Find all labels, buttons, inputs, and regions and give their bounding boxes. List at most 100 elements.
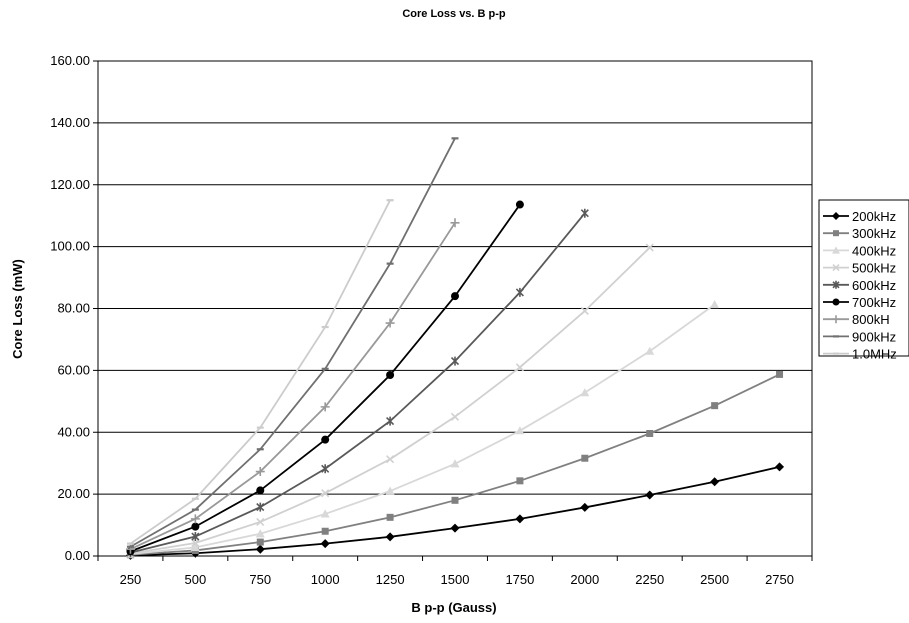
data-point bbox=[255, 467, 265, 477]
data-point bbox=[320, 509, 330, 518]
data-point bbox=[833, 230, 839, 237]
legend-label: 500kHz bbox=[852, 261, 896, 276]
legend-entry: 200kHz bbox=[823, 209, 896, 224]
series-200khz bbox=[125, 462, 785, 560]
data-point bbox=[386, 416, 395, 426]
data-point bbox=[255, 544, 265, 554]
legend-entry: 1.0MHz bbox=[823, 347, 897, 362]
data-point bbox=[191, 538, 200, 548]
legend-label: 200kHz bbox=[852, 209, 896, 224]
x-axis-ticks: 250 500 750 1000 1250 1500 1750 2000 2250 2500 275… bbox=[97, 556, 813, 587]
series-800kh bbox=[125, 218, 460, 554]
legend-label: 1.0MHz bbox=[852, 347, 897, 362]
data-point bbox=[515, 287, 524, 297]
legend-entry: 300kHz bbox=[823, 226, 896, 241]
data-point bbox=[385, 532, 395, 542]
x-tick-label: 250 bbox=[120, 572, 142, 587]
data-point bbox=[580, 388, 590, 397]
data-point bbox=[190, 514, 200, 524]
data-point bbox=[645, 346, 655, 355]
data-point bbox=[645, 490, 655, 500]
legend-entry: 800kH bbox=[823, 312, 890, 327]
y-tick-label: 100.00 bbox=[50, 239, 90, 254]
legend: 200kHz 300kHz 400kHz 500kHz 600kHz 700kHz 800k… bbox=[818, 199, 909, 362]
legend-label: 800kH bbox=[852, 312, 890, 327]
chart-title: Core Loss vs. B p-p bbox=[402, 8, 506, 20]
data-point bbox=[516, 477, 524, 485]
data-point bbox=[256, 486, 265, 495]
x-tick-label: 1750 bbox=[505, 572, 534, 587]
data-point bbox=[256, 538, 264, 546]
data-point bbox=[190, 542, 200, 551]
data-point bbox=[645, 243, 654, 252]
data-point bbox=[580, 502, 590, 512]
data-point bbox=[450, 523, 460, 533]
y-tick-label: 0.00 bbox=[65, 548, 90, 563]
y-tick-label: 120.00 bbox=[50, 177, 90, 192]
data-point bbox=[832, 246, 840, 254]
series-line bbox=[130, 303, 716, 556]
data-point bbox=[515, 514, 525, 524]
data-point bbox=[450, 356, 460, 366]
legend-box bbox=[818, 199, 909, 357]
data-point bbox=[580, 306, 589, 316]
data-point bbox=[515, 426, 525, 435]
data-point bbox=[776, 370, 784, 378]
series-900khz bbox=[126, 137, 459, 548]
data-point bbox=[450, 218, 460, 228]
legend-entry: 500kHz bbox=[823, 261, 896, 276]
legend-label: 600kHz bbox=[852, 278, 896, 293]
data-point bbox=[320, 539, 330, 549]
data-point bbox=[515, 363, 524, 372]
data-point bbox=[451, 292, 459, 301]
legend-entry: 400kHz bbox=[823, 243, 896, 258]
series-600khz bbox=[126, 208, 589, 558]
series-400khz bbox=[125, 299, 720, 558]
x-axis-title: B p-p (Gauss) bbox=[411, 600, 496, 615]
data-point bbox=[256, 502, 265, 512]
data-point bbox=[450, 412, 460, 421]
data-point bbox=[832, 298, 840, 306]
y-tick-label: 20.00 bbox=[57, 486, 90, 501]
data-point bbox=[321, 527, 329, 535]
data-point bbox=[191, 522, 200, 531]
y-axis-ticks: 0.00 20.00 40.00 60.00 80.00 100.00 120.00 140.… bbox=[50, 53, 98, 563]
data-point bbox=[710, 477, 720, 487]
data-point bbox=[451, 496, 459, 504]
data-point bbox=[256, 517, 265, 527]
data-point bbox=[450, 459, 460, 468]
data-point bbox=[711, 402, 719, 410]
x-tick-label: 1250 bbox=[376, 572, 405, 587]
y-tick-label: 60.00 bbox=[57, 362, 90, 377]
series-group bbox=[125, 137, 785, 560]
data-point bbox=[321, 464, 330, 474]
x-tick-label: 1500 bbox=[441, 572, 470, 587]
data-point bbox=[832, 280, 840, 289]
data-point bbox=[581, 454, 589, 462]
y-tick-label: 160.00 bbox=[50, 53, 90, 68]
x-tick-label: 2750 bbox=[765, 572, 794, 587]
data-point bbox=[321, 489, 330, 498]
legend-label: 900kHz bbox=[852, 329, 896, 344]
x-tick-label: 1000 bbox=[311, 572, 340, 587]
data-point bbox=[320, 402, 330, 412]
legend-entry: 600kHz bbox=[823, 278, 896, 293]
data-point bbox=[321, 435, 330, 444]
series-1-0mhz bbox=[126, 199, 394, 545]
data-point bbox=[580, 208, 589, 218]
series-700khz bbox=[126, 200, 524, 556]
data-point bbox=[191, 532, 200, 542]
data-point bbox=[646, 429, 654, 437]
data-point bbox=[386, 513, 394, 521]
data-point bbox=[832, 315, 840, 324]
x-tick-label: 2500 bbox=[700, 572, 729, 587]
data-point bbox=[255, 529, 265, 538]
y-axis-title: Core Loss (mW) bbox=[10, 259, 25, 359]
legend-label: 700kHz bbox=[852, 295, 896, 310]
grid-lines bbox=[98, 60, 812, 557]
y-tick-label: 140.00 bbox=[50, 115, 90, 130]
legend-label: 300kHz bbox=[852, 226, 896, 241]
x-tick-label: 750 bbox=[249, 572, 271, 587]
data-point bbox=[832, 212, 840, 220]
y-tick-label: 40.00 bbox=[57, 424, 90, 439]
